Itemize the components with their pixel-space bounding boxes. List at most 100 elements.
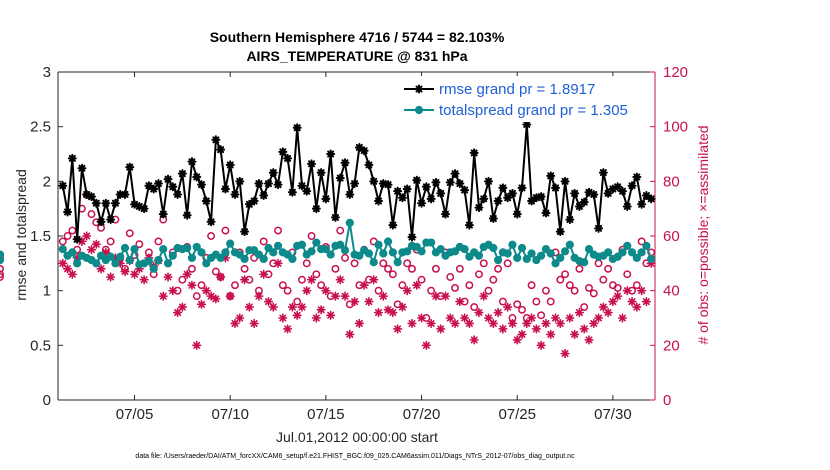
data-point: [603, 307, 613, 318]
data-point: [211, 267, 220, 276]
data-point: [115, 258, 125, 268]
data-point: [336, 240, 345, 249]
data-point: [263, 179, 273, 189]
data-point: [431, 177, 441, 187]
y-tick-label: 0.5: [30, 337, 51, 354]
data-point: [364, 160, 374, 170]
data-point: [154, 255, 163, 265]
data-point: [642, 259, 651, 268]
data-point: [546, 329, 556, 339]
data-point: [197, 180, 207, 190]
y-tick-label: 2.5: [30, 119, 51, 136]
data-point: [522, 119, 532, 129]
data-point: [613, 182, 623, 192]
data-point: [101, 198, 111, 208]
data-point: [617, 186, 627, 196]
data-point: [321, 245, 330, 254]
data-point: [637, 248, 646, 257]
data-point: [173, 286, 182, 295]
data-point: [641, 297, 651, 307]
data-point: [202, 259, 211, 268]
data-point: [560, 247, 570, 256]
data-point: [383, 237, 393, 246]
data-point: [599, 275, 608, 284]
data-point: [512, 335, 522, 345]
data-point: [316, 305, 326, 315]
data-point: [273, 180, 283, 190]
data-point: [91, 239, 101, 249]
data-point: [254, 286, 263, 295]
data-point: [163, 259, 173, 268]
data-point: [503, 302, 513, 312]
data-point: [388, 220, 398, 230]
legend-marker-shape: [414, 84, 424, 94]
data-point: [436, 188, 446, 198]
data-point: [570, 188, 580, 198]
data-point: [135, 240, 144, 249]
data-point: [317, 281, 326, 290]
data-point: [604, 264, 613, 273]
data-point: [330, 291, 341, 301]
data-point: [187, 264, 196, 273]
data-point: [216, 253, 225, 262]
data-point: [340, 158, 350, 168]
data-point: [565, 281, 574, 290]
data-point: [163, 272, 173, 282]
data-point: [273, 241, 283, 250]
data-point: [273, 258, 283, 268]
data-point: [388, 270, 397, 279]
data-point: [374, 196, 384, 206]
data-point: [259, 191, 269, 201]
data-point: [240, 227, 250, 237]
data-point: [235, 313, 245, 323]
data-point: [427, 286, 436, 295]
legend-box: [400, 76, 652, 122]
data-point: [541, 286, 550, 295]
data-point: [489, 275, 498, 284]
data-point: [72, 253, 82, 263]
data-point: [293, 297, 302, 306]
data-point: [546, 249, 555, 258]
data-point: [244, 302, 254, 312]
data-point: [627, 248, 637, 257]
data-point: [197, 248, 206, 257]
data-point: [550, 313, 561, 323]
data-point: [613, 291, 623, 301]
data-point: [369, 275, 379, 285]
x-tick-label: 07/25: [498, 406, 536, 423]
data-point: [159, 245, 168, 254]
data-point: [106, 237, 115, 246]
legend-label-rmse: rmse grand pr = 1.8917: [439, 81, 595, 98]
data-point: [163, 174, 173, 184]
data-point: [154, 237, 163, 246]
data-point: [77, 163, 87, 173]
data-point: [86, 192, 96, 202]
data-point: [283, 153, 293, 163]
data-point: [91, 198, 101, 208]
data-point: [187, 280, 197, 290]
y-tick-label-right: 40: [663, 283, 680, 300]
data-point: [604, 248, 613, 257]
y-tick-label-right: 100: [663, 119, 688, 136]
data-point: [134, 264, 144, 274]
data-point: [340, 291, 350, 301]
y-tick-label-right: 0: [663, 392, 671, 409]
data-point: [278, 281, 287, 290]
data-point: [436, 245, 445, 254]
y-tick-label-right: 120: [663, 64, 688, 81]
data-point: [183, 243, 192, 253]
data-point: [632, 172, 642, 182]
data-point: [350, 259, 359, 268]
data-point: [541, 208, 551, 218]
data-point: [220, 184, 230, 194]
data-point: [378, 179, 388, 189]
data-point: [144, 181, 154, 191]
data-point: [225, 160, 235, 170]
data-point: [579, 197, 589, 207]
data-point: [575, 264, 584, 273]
x-tick-label: 07/30: [594, 406, 632, 423]
data-point: [541, 318, 551, 329]
data-point: [297, 181, 307, 191]
data-point: [632, 281, 641, 290]
data-point: [493, 255, 503, 265]
